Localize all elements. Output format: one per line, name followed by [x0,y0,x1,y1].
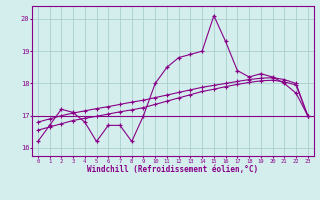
X-axis label: Windchill (Refroidissement éolien,°C): Windchill (Refroidissement éolien,°C) [87,165,258,174]
